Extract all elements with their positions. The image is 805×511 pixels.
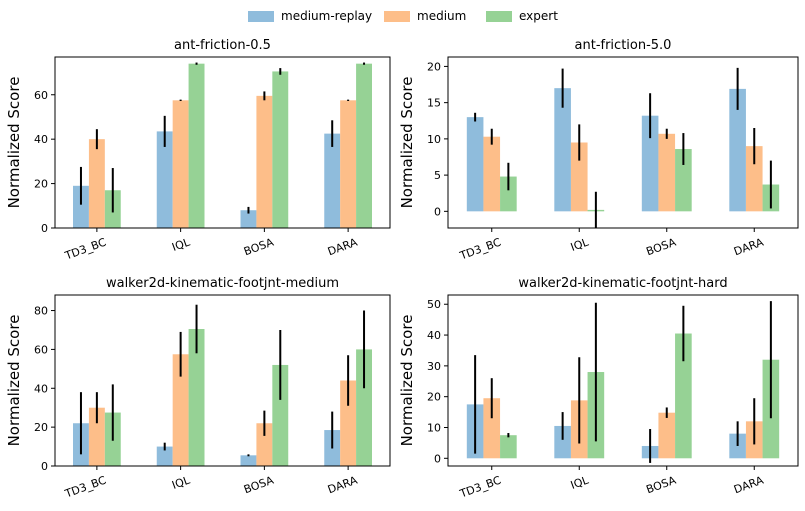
x-tick-label: BOSA [242,235,276,258]
plot-frame [54,56,391,229]
y-axis-label: Normalized Score [5,315,23,447]
y-tick-label: 20 [34,178,48,191]
bar-expert-DARA [356,63,372,228]
bar-medium-BOSA [256,423,273,466]
bar-medium-BOSA [658,412,676,459]
y-tick-label: 15 [427,97,441,110]
bar-medium-DARA [340,380,357,466]
chart-panel-3: walker2d-kinematic-footjnt-medium Normali… [5,276,391,501]
y-tick-label: 0 [41,222,48,235]
bar-medium-DARA [340,100,357,228]
legend-swatch-medium-replay [248,11,274,22]
chart-title: walker2d-kinematic-footjnt-medium [106,276,339,291]
y-tick-label: 10 [427,421,441,434]
bar-medium-replay-BOSA [240,455,257,466]
chart-panel-1: ant-friction-0.5 Normalized Score 0 20 40 60 T… [5,38,391,263]
legend-swatch-medium [384,11,410,22]
bar-expert-TD3_BC [500,435,517,459]
chart-title: ant-friction-5.0 [575,38,672,53]
bar-medium-replay-BOSA [240,210,257,228]
plot-frame [54,294,391,467]
bar-medium-IQL [172,100,189,228]
x-tick-label: TD3_BC [62,473,108,500]
chart-title: walker2d-kinematic-footjnt-hard [518,276,727,291]
y-tick-label: 60 [34,89,48,102]
x-tick-label: DARA [326,473,360,496]
y-tick-label: 80 [34,305,48,318]
bar-medium-TD3_BC [88,407,105,466]
y-tick-label: 50 [427,298,441,311]
y-tick-label: 20 [427,391,441,404]
bar-expert-DARA [356,349,372,466]
bar-expert-BOSA [272,71,289,229]
bar-medium-DARA [745,146,763,212]
bar-medium-replay-IQL [554,88,571,212]
bar-medium-IQL [172,354,189,466]
y-tick-label: 60 [34,343,48,356]
bar-expert-BOSA [675,149,692,212]
x-tick-label: IQL [569,235,591,254]
y-tick-label: 0 [434,205,441,218]
bar-medium-BOSA [256,95,273,228]
x-tick-label: DARA [326,235,360,258]
bar-medium-replay-TD3_BC [466,117,484,212]
bar-expert-IQL [188,63,205,228]
bar-medium-replay-IQL [156,446,173,466]
legend-label-expert: expert [519,9,558,23]
chart-title: ant-friction-0.5 [174,38,271,53]
x-tick-label: IQL [170,473,192,492]
bar-medium-BOSA [658,133,676,212]
y-tick-label: 0 [41,460,48,473]
bar-medium-replay-DARA [729,88,746,212]
x-tick-label: TD3_BC [62,235,108,262]
x-tick-label: BOSA [644,473,678,496]
bar-medium-TD3_BC [483,398,501,459]
bar-expert-IQL [188,329,205,466]
legend-label-medium-replay: medium-replay [281,9,373,23]
y-tick-label: 20 [34,421,48,434]
plot-frame [447,294,799,467]
legend-label-medium: medium [417,9,467,23]
y-tick-label: 40 [427,329,441,342]
legend-swatch-expert [486,11,512,22]
x-tick-label: DARA [732,235,766,258]
bar-medium-replay-DARA [324,133,341,228]
bar-expert-BOSA [272,364,289,466]
legend: medium-replay medium expert [0,0,805,34]
y-tick-label: 5 [434,169,441,182]
bar-medium-replay-IQL [156,131,173,228]
y-axis-label: Normalized Score [398,315,416,447]
x-tick-label: IQL [170,235,192,254]
plot-frame [447,56,799,229]
bar-medium-replay-BOSA [641,115,659,212]
chart-panel-2: ant-friction-5.0 Normalized Score 0 5 10 15 20… [398,38,799,263]
bar-medium-TD3_BC [88,139,105,228]
x-tick-label: TD3_BC [457,473,503,500]
x-tick-label: IQL [569,473,591,492]
y-tick-label: 40 [34,382,48,395]
bar-expert-BOSA [675,333,692,459]
y-axis-label: Normalized Score [398,77,416,209]
x-tick-label: BOSA [242,473,276,496]
x-tick-label: TD3_BC [457,235,503,262]
bar-expert-TD3_BC [500,176,517,212]
chart-panel-4: walker2d-kinematic-footjnt-hard Normalize… [398,276,799,501]
y-tick-label: 30 [427,360,441,373]
y-tick-label: 10 [427,133,441,146]
y-tick-label: 40 [34,133,48,146]
y-tick-label: 20 [427,60,441,73]
y-axis-label: Normalized Score [5,77,23,209]
bar-medium-replay-IQL [554,425,571,459]
bar-medium-TD3_BC [483,136,501,212]
x-tick-label: DARA [732,473,766,496]
y-tick-label: 0 [434,452,441,465]
bar-medium-IQL [570,142,588,212]
bar-medium-replay-TD3_BC [73,185,89,228]
x-tick-label: BOSA [644,235,678,258]
